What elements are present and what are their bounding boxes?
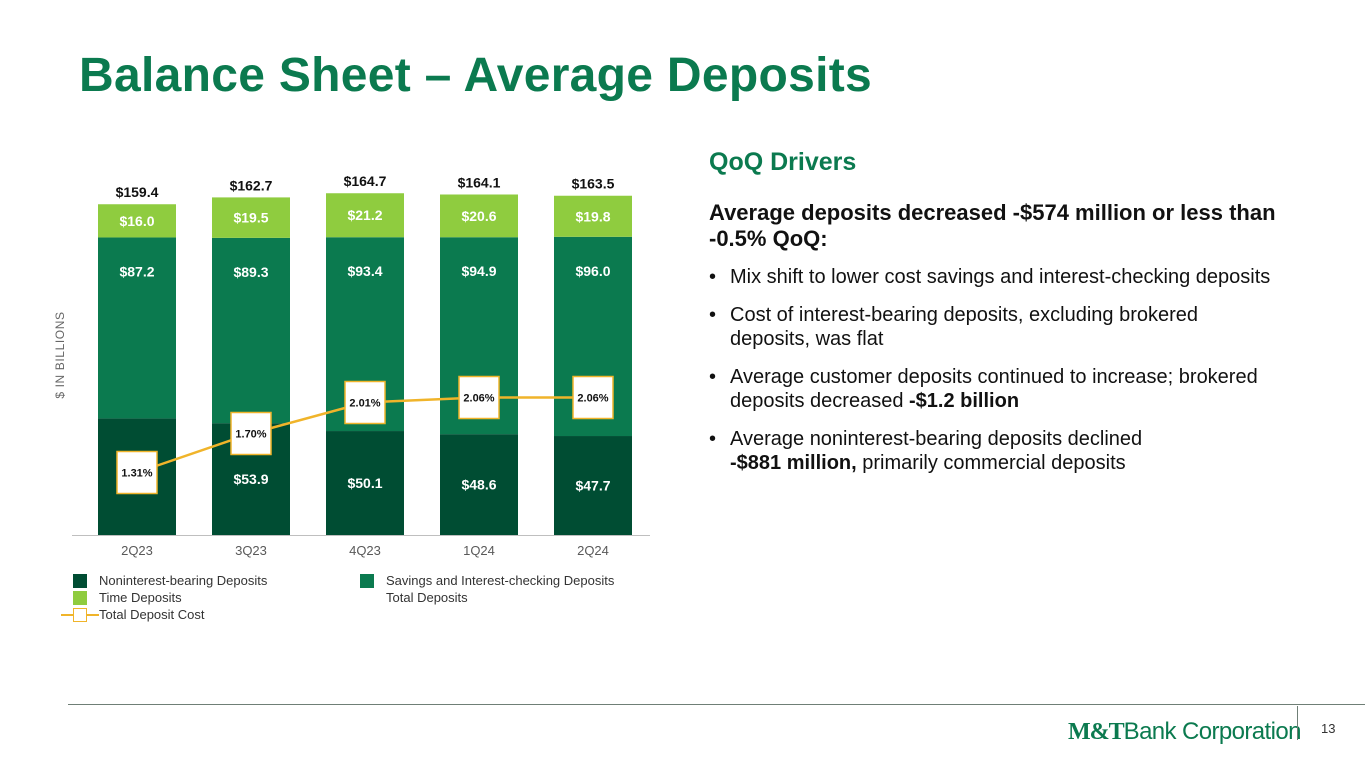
total-label-2q24: $163.5 [572, 176, 615, 192]
legend-item-total: Total Deposits [360, 589, 614, 606]
data-label-savings-4q23: $93.4 [347, 263, 382, 279]
driver-bullet-1: Mix shift to lower cost savings and inte… [709, 265, 1279, 289]
driver-bullet-2-text: Cost of interest-bearing deposits, exclu… [730, 304, 1199, 350]
logo-wordmark: Bank Corporation [1123, 718, 1302, 745]
bar-time-2q23 [98, 204, 176, 238]
legend-swatch-total [360, 591, 374, 605]
company-logo: M&TBank Corporation [1068, 718, 1301, 746]
total-label-4q23: $164.7 [344, 173, 387, 189]
legend-item-cost: Total Deposit Cost [61, 606, 267, 623]
page-number: 13 [1321, 721, 1336, 736]
data-label-time-1q24: $20.6 [461, 208, 496, 224]
cost-label-2q23: 1.31% [121, 468, 152, 480]
drivers-list: Mix shift to lower cost savings and inte… [709, 265, 1279, 489]
driver-bullet-3-text: Average customer deposits continued to i… [730, 366, 1258, 412]
driver-bullet-1-text: Mix shift to lower cost savings and inte… [730, 266, 1271, 288]
bar-savings-2q23 [98, 237, 176, 419]
legend-swatch-noninterest [73, 573, 87, 588]
data-label-noninterest-2q23: $56.2 [119, 469, 154, 485]
page-title: Balance Sheet – Average Deposits [79, 49, 873, 102]
legend-item-savings: Savings and Interest-checking Deposits [360, 572, 614, 589]
legend-swatch-savings [360, 573, 374, 588]
data-label-time-2q23: $16.0 [119, 213, 154, 229]
cost-marker-4q23 [344, 380, 386, 425]
bar-noninterest-4q23 [326, 431, 404, 535]
deposits-chart: $56.2 $87.2 $16.0 $159.4 2Q23 $53.9 $89.3 $19.5… [72, 173, 650, 558]
legend-label-time: Time Deposits [99, 590, 182, 605]
cost-marker-3q23 [230, 411, 272, 456]
driver-bullet-4-after: primarily commercial deposits [856, 452, 1126, 474]
bar-time-4q23 [326, 193, 404, 238]
driver-bullet-4-bold: -$881 million, [730, 452, 857, 474]
legend-label-noninterest: Noninterest-bearing Deposits [99, 573, 268, 588]
legend-swatch-cost [61, 607, 99, 622]
legend-item-noninterest: Noninterest-bearing Deposits [73, 572, 267, 589]
drivers-heading: QoQ Drivers [709, 148, 857, 176]
legend-label-savings: Savings and Interest-checking Deposits [386, 573, 615, 588]
data-label-time-4q23: $21.2 [347, 207, 382, 223]
data-label-noninterest-4q23: $50.1 [347, 475, 382, 491]
data-label-noninterest-2q24: $47.7 [575, 478, 610, 494]
legend-left: Noninterest-bearing Deposits Time Deposi… [61, 572, 267, 623]
total-label-1q24: $164.1 [458, 174, 501, 190]
bar-noninterest-1q24 [440, 434, 518, 535]
driver-bullet-3: Average customer deposits continued to i… [709, 365, 1279, 413]
bar-savings-3q23 [212, 237, 290, 424]
x-tick-3q23: 3Q23 [235, 543, 267, 558]
cost-label-3q23: 1.70% [235, 429, 266, 441]
y-axis-label: $ IN BILLIONS [53, 311, 67, 399]
cost-label-4q23: 2.01% [349, 398, 380, 410]
legend-label-total: Total Deposits [386, 590, 468, 605]
data-label-noninterest-1q24: $48.6 [461, 477, 496, 493]
driver-bullet-2: Cost of interest-bearing deposits, exclu… [709, 303, 1279, 351]
driver-bullet-4-text: Average noninterest-bearing deposits dec… [730, 428, 1143, 450]
legend-item-time: Time Deposits [73, 589, 267, 606]
data-label-savings-2q23: $87.2 [119, 263, 154, 279]
cost-label-1q24: 2.06% [463, 393, 494, 405]
bar-time-3q23 [212, 197, 290, 238]
legend-label-cost: Total Deposit Cost [99, 607, 205, 622]
driver-bullet-3-bold: -$1.2 billion [909, 390, 1020, 412]
x-tick-2q23: 2Q23 [121, 543, 153, 558]
legend-swatch-time [73, 590, 87, 605]
x-tick-2q24: 2Q24 [577, 543, 609, 558]
cost-marker-2q24 [572, 375, 614, 420]
bar-time-2q24 [554, 195, 632, 237]
data-label-time-3q23: $19.5 [233, 210, 268, 226]
data-label-noninterest-3q23: $53.9 [233, 471, 268, 487]
bar-noninterest-2q24 [554, 436, 632, 535]
x-tick-1q24: 1Q24 [463, 543, 495, 558]
data-label-savings-2q24: $96.0 [575, 263, 610, 279]
data-label-savings-3q23: $89.3 [233, 264, 268, 280]
cost-marker-2q23 [116, 450, 158, 495]
total-label-2q23: $159.4 [116, 184, 159, 200]
data-label-savings-1q24: $94.9 [461, 263, 496, 279]
cost-marker-1q24 [458, 375, 500, 420]
data-label-time-2q24: $19.8 [575, 208, 610, 224]
drivers-summary: Average deposits decreased -$574 million… [709, 200, 1276, 251]
legend-right: Savings and Interest-checking Deposits T… [360, 572, 614, 606]
bar-time-1q24 [440, 194, 518, 238]
driver-bullet-4: Average noninterest-bearing deposits dec… [709, 427, 1279, 475]
logo-mark: M&T [1068, 719, 1125, 745]
x-tick-4q23: 4Q23 [349, 543, 381, 558]
cost-label-2q24: 2.06% [577, 393, 608, 405]
total-label-3q23: $162.7 [230, 177, 273, 193]
footer-divider [68, 704, 1365, 705]
logo-divider [1297, 706, 1298, 740]
